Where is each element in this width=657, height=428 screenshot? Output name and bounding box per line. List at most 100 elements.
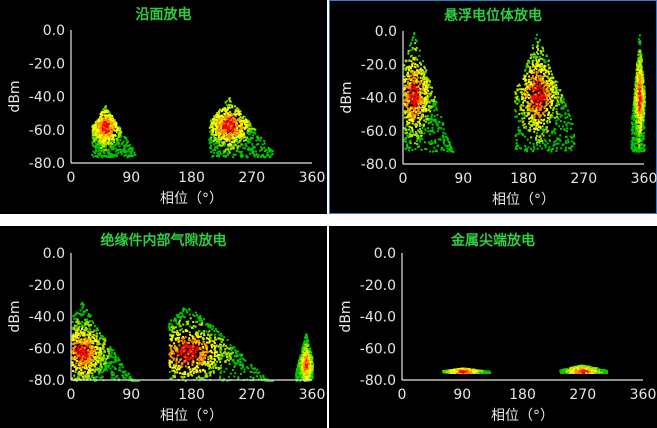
discharge-point	[541, 77, 544, 80]
discharge-point	[641, 87, 644, 90]
discharge-point	[635, 95, 638, 98]
y-tick-label: -40.0	[29, 90, 65, 106]
discharge-point	[77, 328, 80, 331]
discharge-point	[543, 68, 546, 71]
discharge-point	[110, 362, 113, 365]
discharge-point	[545, 102, 548, 105]
discharge-point	[264, 150, 266, 152]
discharge-point	[132, 155, 134, 158]
discharge-point	[224, 155, 227, 158]
discharge-point	[407, 101, 410, 104]
discharge-point	[227, 356, 230, 359]
discharge-point	[541, 147, 544, 150]
discharge-point	[411, 72, 414, 75]
discharge-point	[522, 104, 525, 107]
discharge-point	[525, 90, 528, 93]
discharge-point	[96, 340, 99, 343]
discharge-point	[410, 67, 412, 70]
discharge-point	[88, 363, 91, 366]
discharge-point	[421, 138, 424, 141]
discharge-point	[214, 146, 217, 149]
discharge-point	[208, 146, 211, 149]
discharge-point	[415, 124, 418, 126]
discharge-point	[444, 144, 447, 147]
discharge-point	[546, 70, 549, 72]
discharge-point	[543, 110, 546, 113]
discharge-point	[635, 150, 638, 153]
discharge-point	[635, 127, 638, 130]
discharge-point	[102, 154, 105, 157]
discharge-point	[116, 131, 118, 134]
discharge-point	[106, 124, 109, 126]
discharge-point	[634, 92, 637, 95]
discharge-point	[97, 339, 100, 342]
discharge-point	[233, 113, 236, 116]
discharge-point	[103, 145, 105, 148]
discharge-point	[263, 377, 266, 380]
discharge-point	[635, 115, 637, 118]
discharge-point	[98, 149, 101, 152]
discharge-point	[214, 139, 217, 141]
discharge-point	[98, 332, 101, 335]
discharge-point	[416, 146, 419, 149]
discharge-point	[223, 118, 226, 120]
discharge-point	[82, 305, 85, 308]
discharge-point	[74, 378, 77, 380]
discharge-point	[635, 82, 638, 85]
discharge-point	[137, 380, 140, 382]
discharge-point	[95, 149, 97, 152]
discharge-point	[409, 142, 412, 144]
discharge-point	[107, 136, 110, 139]
discharge-point	[521, 98, 524, 101]
discharge-point	[415, 125, 418, 128]
discharge-point	[102, 144, 105, 147]
discharge-point	[548, 118, 551, 121]
discharge-point	[640, 112, 643, 115]
discharge-point	[537, 98, 540, 101]
discharge-point	[640, 108, 642, 111]
discharge-point	[222, 152, 225, 155]
discharge-point	[103, 119, 106, 122]
discharge-point	[525, 66, 528, 69]
discharge-point	[409, 93, 412, 96]
discharge-point	[98, 121, 101, 124]
discharge-point	[422, 82, 425, 85]
discharge-point	[212, 133, 215, 136]
discharge-point	[536, 123, 539, 126]
discharge-point	[413, 71, 416, 74]
discharge-point	[77, 372, 80, 375]
discharge-point	[531, 75, 534, 77]
discharge-point	[80, 373, 83, 376]
discharge-point	[229, 356, 232, 359]
discharge-point	[560, 128, 563, 130]
discharge-point	[87, 365, 90, 368]
discharge-point	[224, 131, 227, 133]
discharge-point	[407, 52, 410, 55]
discharge-point	[406, 128, 409, 131]
discharge-point	[93, 365, 96, 368]
discharge-point	[209, 129, 212, 132]
discharge-point	[638, 132, 641, 135]
discharge-point	[100, 118, 103, 121]
discharge-point	[118, 148, 121, 151]
discharge-point	[90, 375, 93, 378]
chart-panel-floating-potential-discharge[interactable]: 悬浮电位体放电 0 90 180 270 360 0.0 -20.0 -40.0 -60.0 -8…	[329, 0, 657, 214]
discharge-point	[442, 134, 444, 137]
discharge-point	[406, 96, 408, 99]
discharge-point	[420, 103, 423, 106]
discharge-point	[109, 346, 112, 349]
discharge-point	[84, 357, 87, 360]
discharge-point	[124, 377, 127, 380]
discharge-point	[109, 134, 112, 137]
discharge-point	[555, 96, 558, 99]
discharge-point	[537, 64, 539, 67]
discharge-point	[229, 143, 232, 146]
discharge-point	[127, 149, 130, 152]
discharge-point	[522, 124, 525, 127]
discharge-point	[103, 148, 106, 151]
discharge-point	[89, 332, 92, 335]
discharge-point	[117, 127, 120, 130]
discharge-point	[101, 146, 104, 149]
discharge-point	[542, 91, 545, 93]
discharge-point	[634, 149, 637, 151]
